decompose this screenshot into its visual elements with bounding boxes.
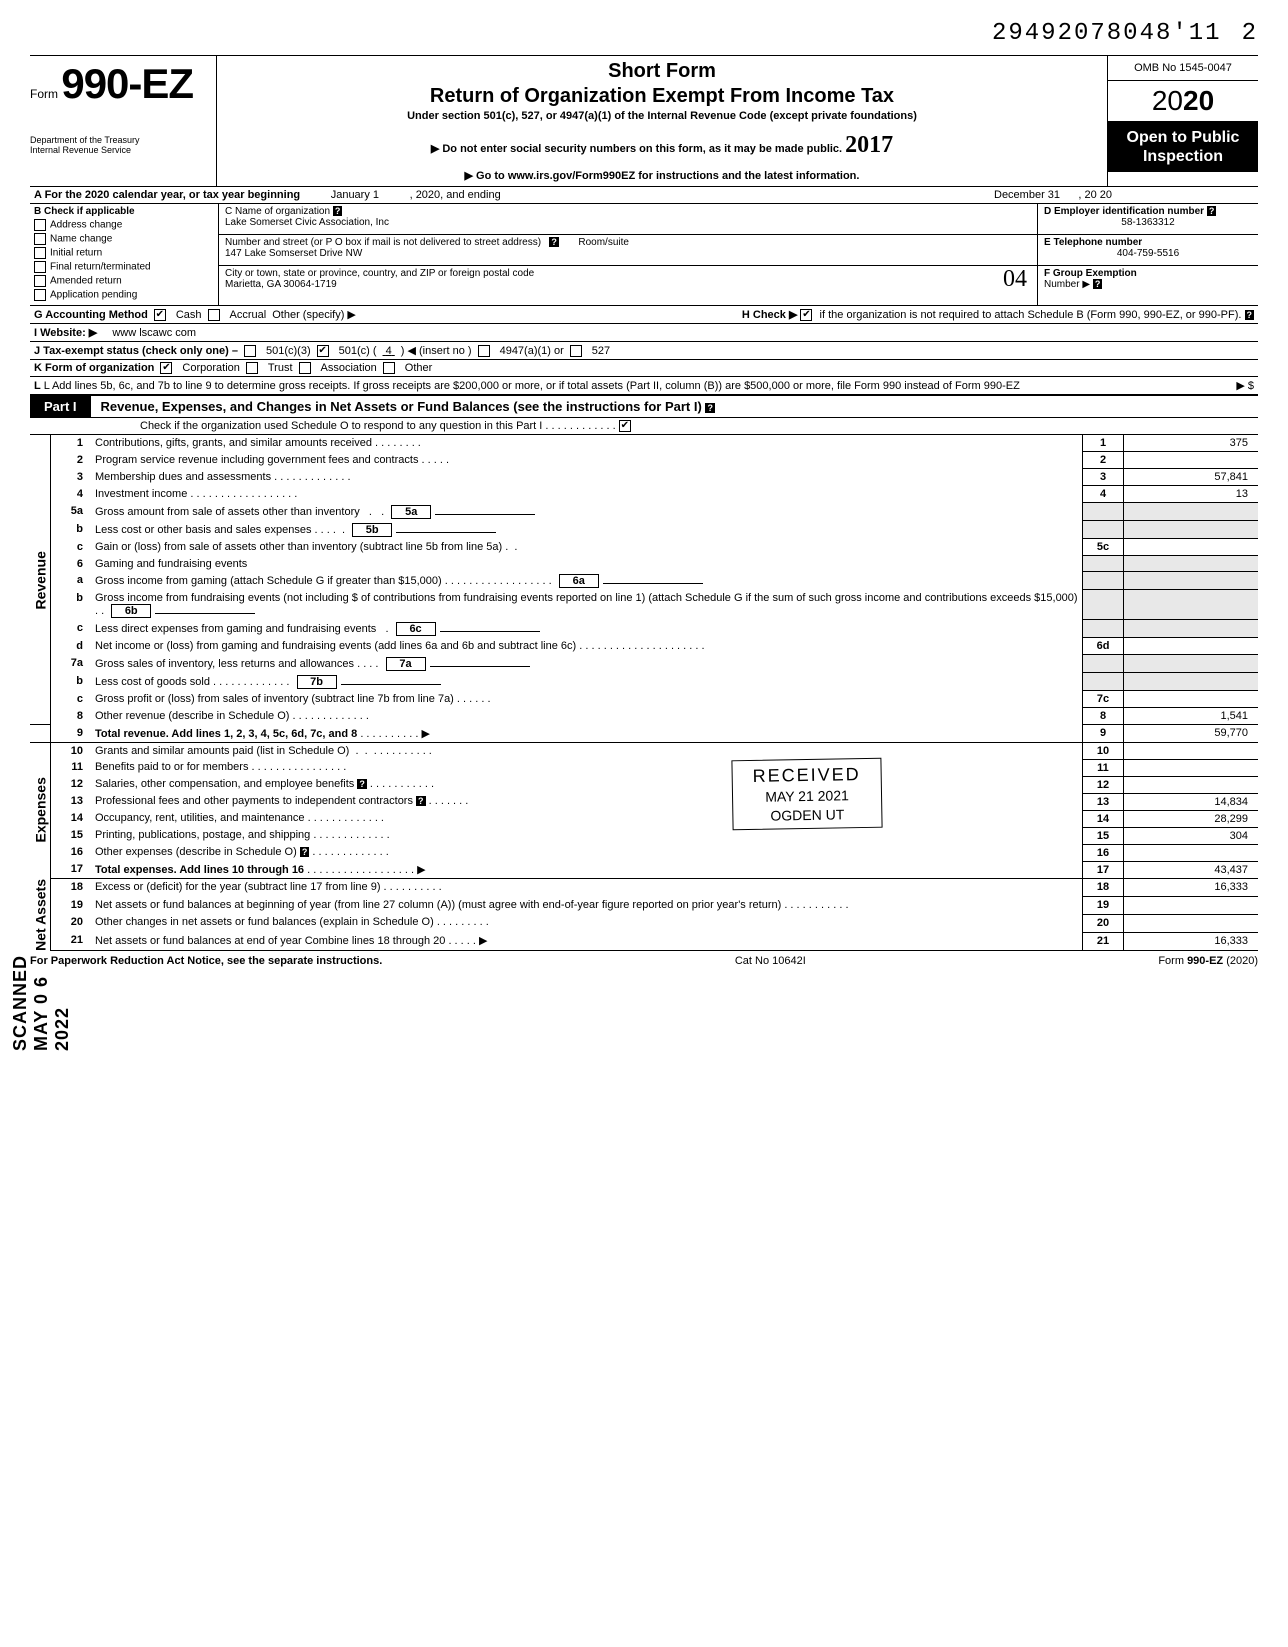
page-id: 29492078048'112 (30, 20, 1258, 47)
cb-other-org[interactable] (383, 362, 395, 374)
form-header: Form 990-EZ Department of the Treasury I… (30, 55, 1258, 187)
instructions-link: ▶ Go to www.irs.gov/Form990EZ for instru… (225, 169, 1099, 182)
cb-trust[interactable] (246, 362, 258, 374)
received-stamp: RECEIVED MAY 21 2021 OGDEN UT (731, 758, 882, 830)
subtitle: Under section 501(c), 527, or 4947(a)(1)… (225, 110, 1099, 122)
line2-value (1124, 452, 1259, 469)
cb-pending[interactable] (34, 289, 46, 301)
website-value: www lscawc com (112, 327, 196, 339)
line14-value: 28,299 (1124, 810, 1259, 827)
handwritten-04: 04 (1003, 266, 1027, 293)
ein-value: 58-1363312 (1044, 217, 1252, 228)
help-icon: ? (705, 403, 715, 413)
help-icon: ? (1207, 206, 1217, 216)
open-to-public: Open to Public Inspection (1108, 122, 1258, 172)
line7c-value (1124, 691, 1259, 708)
cb-address-change[interactable] (34, 219, 46, 231)
part1-header: Part I Revenue, Expenses, and Changes in… (30, 395, 1258, 418)
form-number: Form 990-EZ (30, 60, 210, 108)
city-state-zip: Marietta, GA 30064-1719 (225, 279, 337, 290)
cb-association[interactable] (299, 362, 311, 374)
help-icon: ? (416, 796, 426, 806)
phone-value: 404-759-5516 (1044, 248, 1252, 259)
ssn-warning: ▶ Do not enter social security numbers o… (225, 132, 1099, 159)
cb-501c3[interactable] (244, 345, 256, 357)
side-expenses: Expenses (30, 742, 51, 879)
cb-initial-return[interactable] (34, 247, 46, 259)
footer: For Paperwork Reduction Act Notice, see … (30, 951, 1258, 967)
line15-value: 304 (1124, 827, 1259, 844)
schedule-o-check: Check if the organization used Schedule … (30, 418, 1258, 435)
return-title: Return of Organization Exempt From Incom… (225, 85, 1099, 108)
line9-value: 59,770 (1124, 725, 1259, 743)
col-b-checks: B Check if applicable Address change Nam… (30, 204, 219, 305)
org-name: Lake Somerset Civic Association, Inc (225, 217, 389, 228)
help-icon: ? (1093, 279, 1103, 289)
line6d-value (1124, 638, 1259, 655)
line5c-value (1124, 539, 1259, 556)
line20-value (1124, 914, 1259, 932)
cb-4947[interactable] (478, 345, 490, 357)
col-c-org: C Name of organization ? Lake Somerset C… (219, 204, 1038, 305)
line17-value: 43,437 (1124, 861, 1259, 879)
header-block: B Check if applicable Address change Nam… (30, 204, 1258, 306)
line10-value (1124, 742, 1259, 759)
line3-value: 57,841 (1124, 469, 1259, 486)
cb-name-change[interactable] (34, 233, 46, 245)
cb-501c[interactable] (317, 345, 329, 357)
line19-value (1124, 897, 1259, 915)
line13-value: 14,834 (1124, 793, 1259, 810)
cb-schedule-b[interactable] (800, 309, 812, 321)
side-revenue: Revenue (30, 435, 51, 725)
meta-rows: G Accounting Method Cash Accrual Other (… (30, 306, 1258, 395)
help-icon: ? (333, 206, 343, 216)
tax-year: 2020 (1108, 81, 1258, 122)
row-a: A For the 2020 calendar year, or tax yea… (30, 187, 1258, 204)
help-icon: ? (357, 779, 367, 789)
help-icon: ? (300, 847, 310, 857)
cb-amended[interactable] (34, 275, 46, 287)
cb-schedule-o[interactable] (619, 420, 631, 432)
help-icon: ? (549, 237, 559, 247)
line16-value (1124, 844, 1259, 861)
cb-527[interactable] (570, 345, 582, 357)
cb-corporation[interactable] (160, 362, 172, 374)
line12-value (1124, 776, 1259, 793)
handwritten-year: 2017 (845, 132, 893, 158)
line21-value: 16,333 (1124, 932, 1259, 950)
street-address: 147 Lake Somserset Drive NW (225, 248, 362, 259)
help-icon: ? (1245, 310, 1255, 320)
cb-final-return[interactable] (34, 261, 46, 273)
line1-value: 375 (1124, 435, 1259, 452)
side-net-assets: Net Assets (30, 879, 51, 951)
cb-cash[interactable] (154, 309, 166, 321)
line11-value (1124, 759, 1259, 776)
short-form-title: Short Form (225, 60, 1099, 83)
line18-value: 16,333 (1124, 879, 1259, 897)
part1-table: Revenue 1Contributions, gifts, grants, a… (30, 435, 1258, 951)
form-ref: Form 990-EZ (2020) (1158, 955, 1258, 967)
omb-number: OMB No 1545-0047 (1108, 56, 1258, 81)
line4-value: 13 (1124, 486, 1259, 503)
col-d-ein: D Employer identification number ? 58-13… (1038, 204, 1258, 305)
dept-treasury: Department of the Treasury Internal Reve… (30, 136, 210, 156)
cb-accrual[interactable] (208, 309, 220, 321)
scanned-stamp: SCANNED MAY 0 6 2022 (10, 955, 73, 1051)
line8-value: 1,541 (1124, 708, 1259, 725)
